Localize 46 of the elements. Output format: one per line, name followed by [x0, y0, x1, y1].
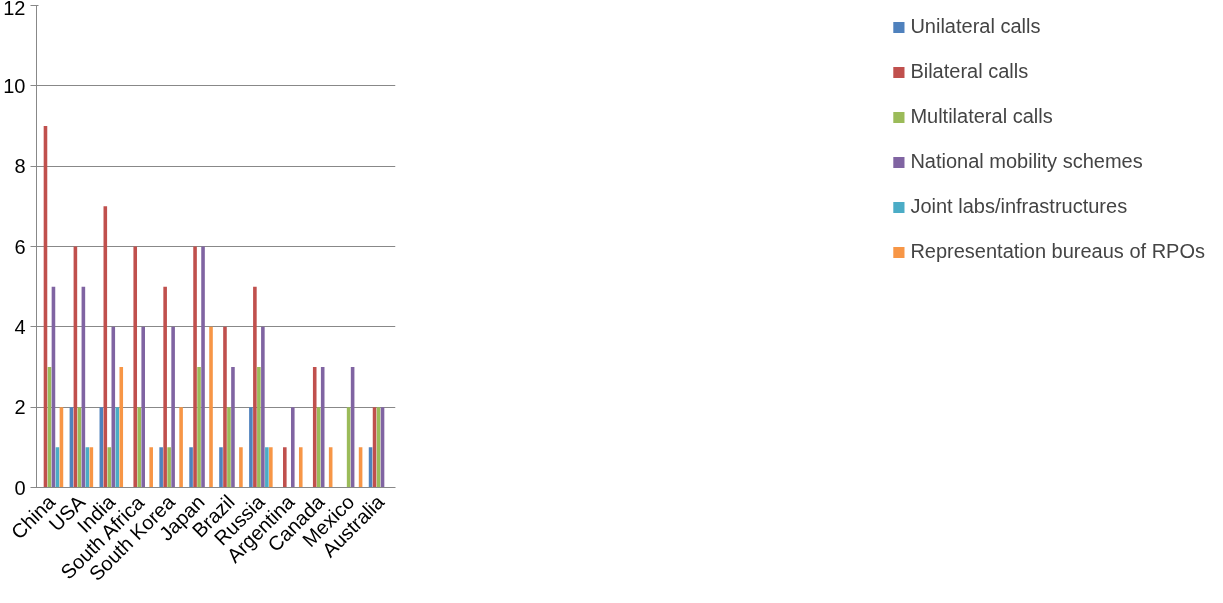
bar — [290, 407, 295, 488]
bar — [197, 367, 201, 488]
bar — [249, 407, 253, 488]
bar — [312, 367, 317, 488]
legend-label: Representation bureaus of RPOs — [910, 240, 1205, 263]
y-tick-label: 4 — [14, 315, 26, 338]
bar — [163, 286, 167, 488]
bar — [265, 447, 269, 488]
y-tick-label: 6 — [14, 235, 26, 258]
bar — [261, 326, 265, 488]
y-tick-label: 2 — [14, 396, 26, 419]
bar — [141, 326, 145, 488]
bar — [171, 326, 175, 488]
bar — [111, 326, 116, 488]
bar — [219, 447, 223, 488]
bar — [189, 447, 193, 488]
bar — [193, 246, 197, 488]
bar — [201, 246, 205, 488]
y-tick-label: 10 — [3, 74, 26, 97]
bar — [298, 447, 303, 488]
bar — [257, 367, 261, 488]
bar — [231, 367, 235, 488]
bar — [115, 407, 120, 488]
legend-label: Unilateral calls — [910, 15, 1041, 38]
bar — [119, 367, 124, 488]
legend-label: Joint labs/infrastructures — [910, 195, 1128, 218]
y-tick-label: 8 — [14, 155, 26, 178]
legend-label: National mobility schemes — [910, 150, 1143, 173]
y-tick-label: 0 — [14, 476, 26, 499]
bar — [283, 447, 287, 488]
legend-label: Bilateral calls — [910, 60, 1029, 83]
bar — [167, 447, 171, 488]
bar — [316, 407, 321, 488]
bar — [253, 286, 257, 488]
bar — [223, 326, 227, 488]
bar — [179, 407, 183, 488]
legend-label: Multilateral calls — [910, 105, 1053, 128]
bar — [227, 407, 231, 488]
bar — [159, 447, 163, 488]
bar — [209, 326, 213, 488]
bar — [137, 407, 142, 488]
bar — [239, 447, 243, 488]
bar — [149, 447, 153, 488]
bar — [269, 447, 273, 488]
bar — [133, 246, 138, 488]
y-tick-label: 12 — [3, 0, 26, 19]
